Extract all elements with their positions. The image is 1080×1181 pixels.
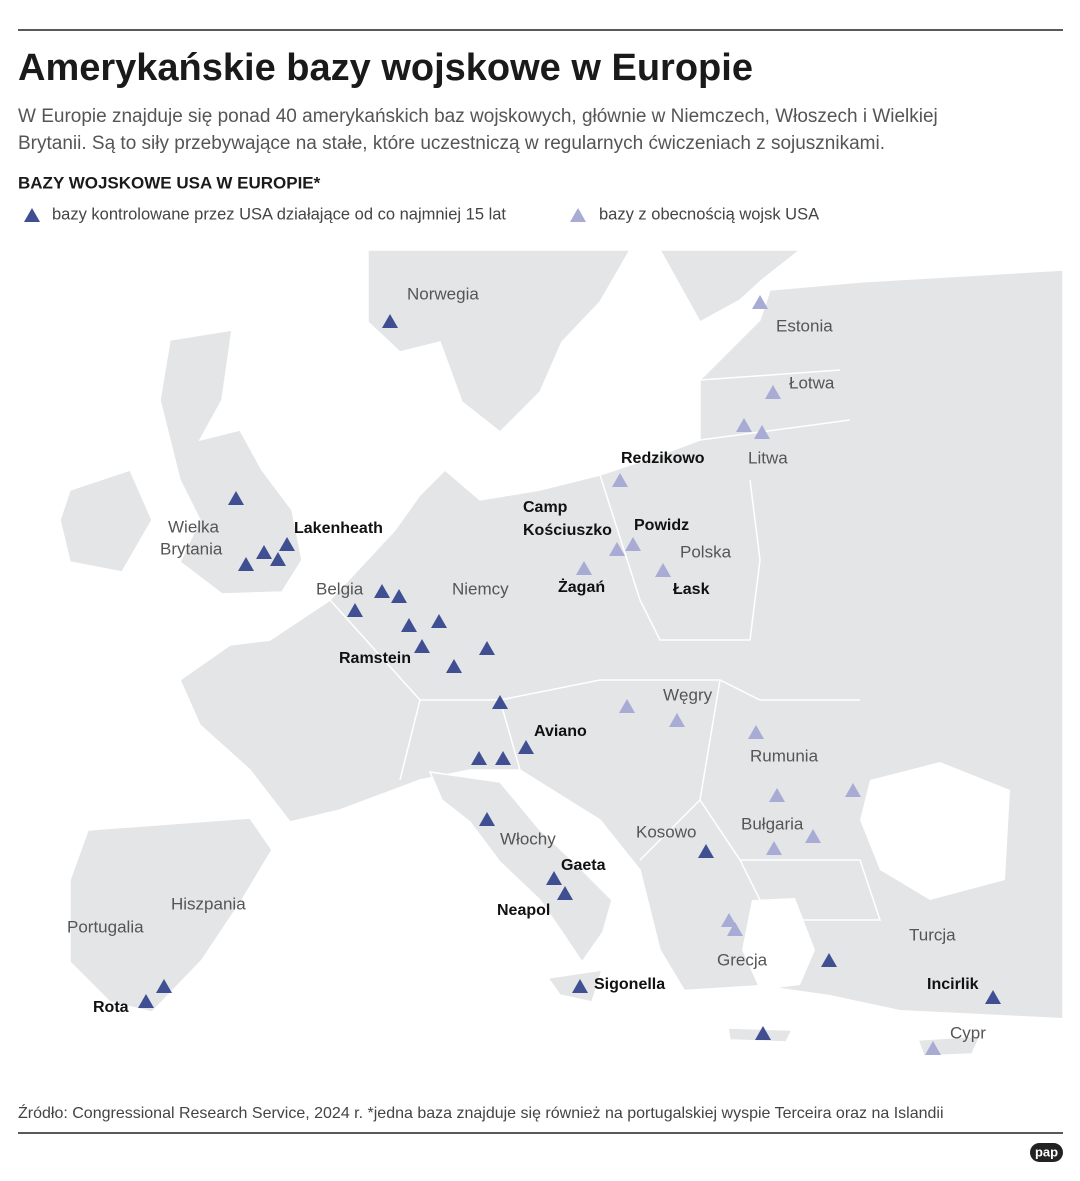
sea	[530, 800, 660, 960]
land	[69, 817, 273, 1013]
base-label: Aviano	[534, 723, 587, 740]
subtitle: Brytanii. Są to siły przebywające na sta…	[18, 133, 885, 154]
base-label: Rota	[93, 999, 129, 1016]
base-label: Redzikowo	[621, 450, 705, 467]
land	[428, 771, 613, 964]
sea	[742, 898, 815, 990]
country-label: Wielka	[168, 517, 220, 536]
base-labels: Redzikowo Lakenheath Camp Kościuszko Pow…	[93, 450, 979, 1016]
country-labels: Norwegia Estonia Łotwa Litwa Wielka Bryt…	[67, 284, 986, 1042]
country-label: Łotwa	[789, 373, 835, 392]
subtitle: W Europie znajduje się ponad 40 amerykań…	[18, 106, 938, 127]
legend-label: bazy z obecnością wojsk USA	[599, 205, 819, 223]
title: Amerykańskie bazy wojskowe w Europie	[18, 47, 753, 89]
map-heading: BAZY WOJSKOWE USA W EUROPIE*	[18, 173, 321, 192]
base-label: Ramstein	[339, 650, 411, 667]
country-label: Bułgaria	[741, 814, 804, 833]
land	[546, 969, 604, 1003]
base-label: Camp	[523, 499, 568, 516]
country-label: Włochy	[500, 829, 556, 848]
country-label: Grecja	[717, 950, 768, 969]
logo: pap	[1035, 1144, 1058, 1159]
country-label: Kosowo	[636, 822, 696, 841]
land	[367, 249, 632, 434]
country-label: Węgry	[663, 685, 713, 704]
logo-badge	[1030, 1143, 1063, 1162]
country-label: Polska	[680, 542, 732, 561]
base-label: Żagań	[558, 578, 605, 596]
country-label: Cypr	[950, 1023, 986, 1042]
country-label: Brytania	[160, 539, 223, 558]
base-label: Incirlik	[927, 976, 979, 993]
country-label: Litwa	[748, 448, 788, 467]
country-label: Portugalia	[67, 917, 144, 936]
border	[329, 369, 882, 921]
country-label: Niemcy	[452, 579, 509, 598]
base-label: Sigonella	[594, 976, 665, 993]
country-label: Norwegia	[407, 284, 479, 303]
legend-marker	[24, 208, 40, 222]
country-label: Hiszpania	[171, 894, 246, 913]
sea	[860, 762, 1010, 900]
country-label: Rumunia	[750, 746, 819, 765]
land	[159, 329, 303, 595]
base-label: Powidz	[634, 517, 689, 534]
base-label: Kościuszko	[523, 522, 612, 539]
base-label: Łask	[673, 581, 710, 598]
map	[18, 247, 1064, 1078]
country-label: Belgia	[316, 579, 364, 598]
source: Źródło: Congressional Research Service, …	[18, 1103, 944, 1122]
country-label: Estonia	[776, 316, 833, 335]
base-label: Neapol	[497, 902, 550, 919]
land	[59, 469, 153, 573]
country-label: Turcja	[909, 925, 956, 944]
legend-marker	[570, 208, 586, 222]
legend-label: bazy kontrolowane przez USA działające o…	[52, 205, 506, 223]
base-label: Gaeta	[561, 857, 606, 874]
base-label: Lakenheath	[294, 520, 383, 537]
land	[658, 249, 803, 324]
